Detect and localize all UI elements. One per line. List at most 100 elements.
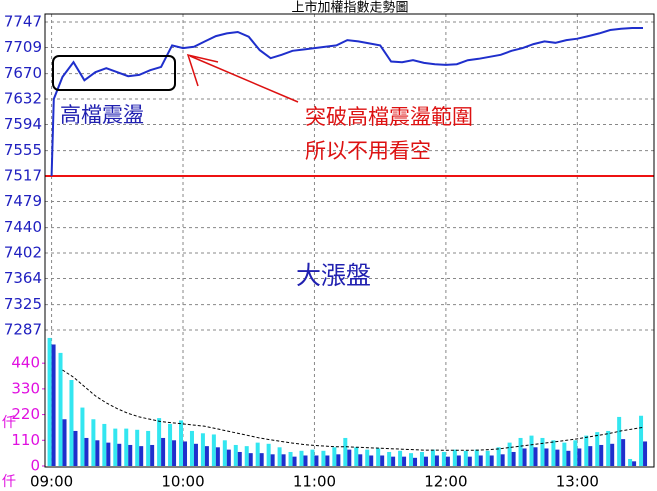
volume-bar [193, 443, 198, 466]
x-tick-label: 11:00 [293, 473, 336, 491]
volume-bar [562, 442, 567, 466]
series-line [62, 369, 644, 451]
volume-bar [157, 418, 162, 466]
volume-bar [292, 456, 297, 466]
volume-bar [204, 446, 209, 466]
volume-bar [402, 456, 407, 466]
volume-bar [332, 447, 337, 466]
volume-bar [639, 415, 644, 466]
volume-bar [358, 454, 363, 466]
volume-bar [544, 448, 549, 466]
volume-bar [325, 455, 330, 466]
volume-bar [628, 458, 633, 466]
volume-bar [189, 430, 194, 466]
volume-bar [430, 449, 435, 466]
volume-bar [398, 450, 403, 466]
volume-bar [314, 455, 319, 466]
volume-bar [632, 461, 637, 466]
y-tick-label: 7747 [4, 13, 42, 31]
volume-bar [467, 456, 472, 466]
volume-bar [183, 441, 188, 466]
volume-bar [511, 451, 516, 466]
y-tick-label: 7632 [4, 90, 42, 108]
arrow-head [186, 53, 219, 87]
volume-bar [47, 337, 52, 466]
volume-bar [456, 455, 461, 466]
volume-bar [172, 440, 177, 466]
volume-bar [555, 449, 560, 466]
volume-bar [259, 453, 264, 466]
volume-bar [376, 448, 381, 466]
y2-tick-label: 220 [11, 405, 40, 423]
volume-bar [463, 450, 468, 466]
volume-bar [128, 444, 133, 466]
marks [45, 27, 654, 466]
volume-bar [113, 428, 118, 466]
volume-bar [573, 440, 578, 466]
volume-bar [409, 453, 414, 466]
volume-bar [84, 437, 89, 466]
volume-bar [478, 455, 483, 466]
y-tick-label: 7325 [4, 295, 42, 313]
volume-bar [233, 444, 238, 466]
volume-bar [248, 453, 253, 466]
volume-bar [51, 344, 56, 466]
volume-bar [343, 437, 348, 466]
unit-label: 仟 [2, 474, 16, 490]
y-tick-label: 7594 [4, 115, 42, 133]
volume-bar [595, 432, 600, 466]
volume-bar [566, 450, 571, 466]
volume-bar [336, 454, 341, 466]
y-tick-label: 7479 [4, 192, 42, 210]
y2-tick-label: 330 [11, 379, 40, 397]
volume-bar [211, 434, 216, 466]
volume-bar [244, 446, 249, 466]
y-tick-label: 7517 [4, 167, 42, 185]
volume-bar [577, 448, 582, 466]
volume-bar [599, 444, 604, 466]
chart-title: 上市加權指數走勢圖 [291, 0, 408, 16]
volume-bar [168, 423, 173, 466]
volume-bar [95, 440, 100, 466]
volume-bar [303, 455, 308, 466]
series-line [50, 27, 643, 177]
y-tick-label: 7402 [4, 244, 42, 262]
volume-bar [391, 456, 396, 466]
volume-bar [540, 437, 545, 466]
volume-bar [255, 442, 260, 466]
y-tick-label: 7287 [4, 321, 42, 339]
volume-bar [434, 455, 439, 466]
highlight-box [52, 55, 176, 91]
volume-bar [277, 447, 282, 466]
volume-bar [584, 435, 589, 466]
volume-bar [365, 449, 370, 466]
volume-bar [226, 449, 231, 466]
volume-bar [106, 442, 111, 466]
volume-bar [270, 454, 275, 466]
volume-bar [237, 451, 242, 466]
volume-bar [485, 450, 490, 466]
x-tick-label: 13:00 [556, 473, 599, 491]
unit-label: 仟 [2, 415, 16, 431]
volume-bar [266, 443, 271, 466]
arrow [189, 55, 299, 103]
volume-bar [310, 449, 315, 466]
volume-bar [135, 429, 140, 466]
volume-bar [533, 447, 538, 466]
volume-bar [643, 441, 648, 466]
volume-bar [621, 439, 626, 466]
y-tick-label: 7555 [4, 141, 42, 159]
y-tick-label: 7364 [4, 269, 42, 287]
y2-tick-label: 440 [11, 354, 40, 372]
volume-bar [91, 419, 96, 466]
volume-bar [489, 455, 494, 466]
annotation: 大漲盤 [296, 261, 371, 290]
volume-bar [452, 449, 457, 466]
volume-bar [354, 447, 359, 466]
y-tick-label: 7709 [4, 38, 42, 56]
y-tick-label: 7670 [4, 64, 42, 82]
annotation: 所以不用看空 [305, 139, 431, 163]
volume-bar [179, 420, 184, 466]
y2-tick-label: 0 [30, 457, 40, 475]
